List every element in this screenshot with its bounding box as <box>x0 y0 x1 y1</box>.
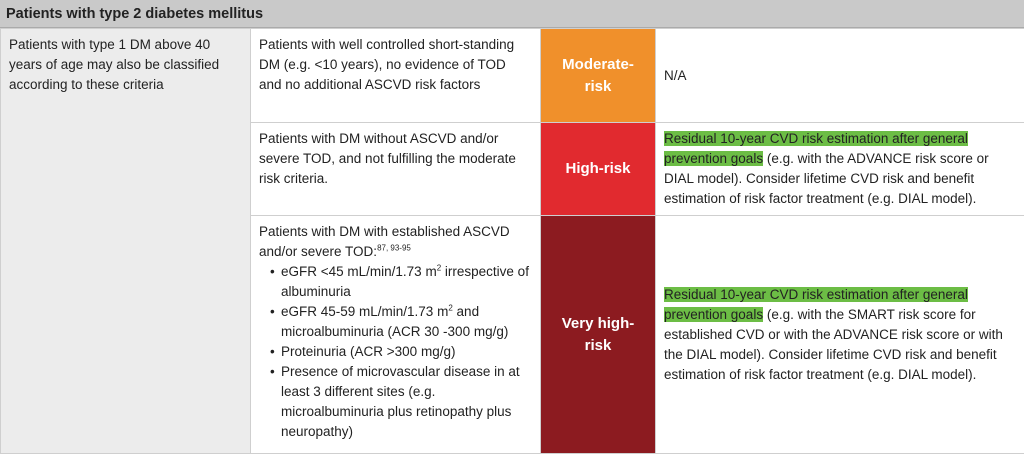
criteria-cell: Patients with DM with established ASCVD … <box>250 215 541 454</box>
criteria-item: Proteinuria (ACR >300 mg/g) <box>270 342 532 362</box>
risk-table: Patients with type 1 DM above 40 years o… <box>0 28 1024 454</box>
row: Patients with DM with established ASCVD … <box>1 215 1024 454</box>
recommendation: (e.g. with the ADVANCE risk score or DIA… <box>664 151 989 206</box>
risk-label: High-risk <box>565 160 631 177</box>
item-text: and microalbuminuria (ACR 30 -300 mg/g) <box>281 304 509 339</box>
item-text: irrespective of albuminuria <box>281 264 529 299</box>
recommendation-cell: Residual 10-year CVD risk estimation aft… <box>655 215 1024 454</box>
note: Patients with type 1 DM above 40 years o… <box>9 37 220 92</box>
row: Patients with type 1 DM above 40 years o… <box>0 28 1024 454</box>
risk-cell: Very high-risk <box>540 215 656 454</box>
item-text: Presence of microvascular disease in at … <box>281 364 520 439</box>
criteria-cell: Patients with well controlled short-stan… <box>250 28 541 123</box>
criteria: Patients with well controlled short-stan… <box>259 37 515 92</box>
section-title: Patients with type 2 diabetes mellitus <box>0 0 1024 28</box>
item-text: eGFR <45 mL/min/1.73 m <box>281 264 437 279</box>
criteria: Patients with DM without ASCVD and/or se… <box>259 131 516 186</box>
risk-cell: Moderate-risk <box>540 28 656 123</box>
criteria-item: eGFR <45 mL/min/1.73 m2 irrespective of … <box>270 262 532 302</box>
risk-cell: High-risk <box>540 122 656 216</box>
recommendation-cell: Residual 10-year CVD risk estimation aft… <box>655 122 1024 216</box>
superscript: 2 <box>448 303 453 313</box>
references: 87, 93-95 <box>377 243 411 253</box>
criteria-list: eGFR <45 mL/min/1.73 m2 irrespective of … <box>259 262 532 442</box>
criteria-intro: Patients with DM with established ASCVD … <box>259 224 510 259</box>
criteria-cell: Patients with DM without ASCVD and/or se… <box>250 122 541 216</box>
recommendation: N/A <box>664 67 687 83</box>
superscript: 2 <box>436 263 442 273</box>
note-cell: Patients with type 1 DM above 40 years o… <box>0 28 251 454</box>
criteria-item: Presence of microvascular disease in at … <box>270 362 532 442</box>
criteria-item: eGFR 45-59 mL/min/1.73 m2 and microalbum… <box>270 302 532 342</box>
risk-label: Moderate-risk <box>562 55 634 95</box>
recommendation: (e.g. with the SMART risk score for esta… <box>664 306 1003 382</box>
item-text: Proteinuria (ACR >300 mg/g) <box>281 344 456 359</box>
row: Patients with DM without ASCVD and/or se… <box>1 122 1024 216</box>
item-text: eGFR 45-59 mL/min/1.73 m <box>281 304 449 319</box>
risk-label: Very high-risk <box>561 314 635 354</box>
recommendation-cell: N/A <box>655 28 1024 123</box>
